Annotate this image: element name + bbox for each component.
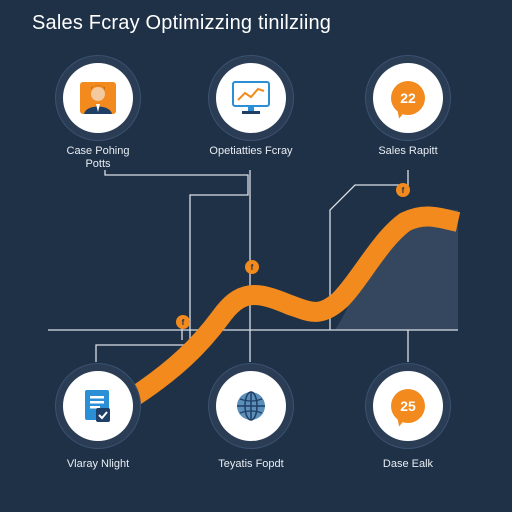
node-label: Vlaray Nlight — [66, 458, 130, 470]
node-label: Case Pohing Potts — [66, 145, 130, 170]
node-sales-rapitt[interactable]: 22 — [365, 55, 451, 141]
node-opetiatties-fcray[interactable] — [208, 55, 294, 141]
node-vlaray-nlight[interactable] — [55, 363, 141, 449]
trend-area — [335, 208, 458, 330]
node-case-pohing[interactable] — [55, 55, 141, 141]
node-label: Opetiatties Fcray — [209, 145, 293, 157]
node-dase-ealk[interactable]: 25 — [365, 363, 451, 449]
node-label: Sales Rapitt — [378, 145, 438, 157]
chat-bubble-icon: 22 — [391, 81, 425, 115]
chat-bubble-icon: 25 — [391, 389, 425, 423]
document-icon — [85, 390, 110, 422]
marker-badge: f — [396, 183, 410, 197]
globe-icon — [237, 391, 265, 421]
node-teyatis-fopdt[interactable] — [208, 363, 294, 449]
page-title: Sales Fcray Optimizzing tinilziing — [32, 12, 332, 34]
marker-badge: f — [245, 260, 259, 274]
node-label: Teyatis Fopdt — [218, 458, 284, 470]
node-label: Dase Ealk — [382, 458, 434, 470]
monitor-chart-icon — [232, 81, 270, 114]
trend-line — [126, 206, 461, 407]
marker-badge: f — [176, 315, 190, 329]
person-icon — [80, 82, 116, 114]
